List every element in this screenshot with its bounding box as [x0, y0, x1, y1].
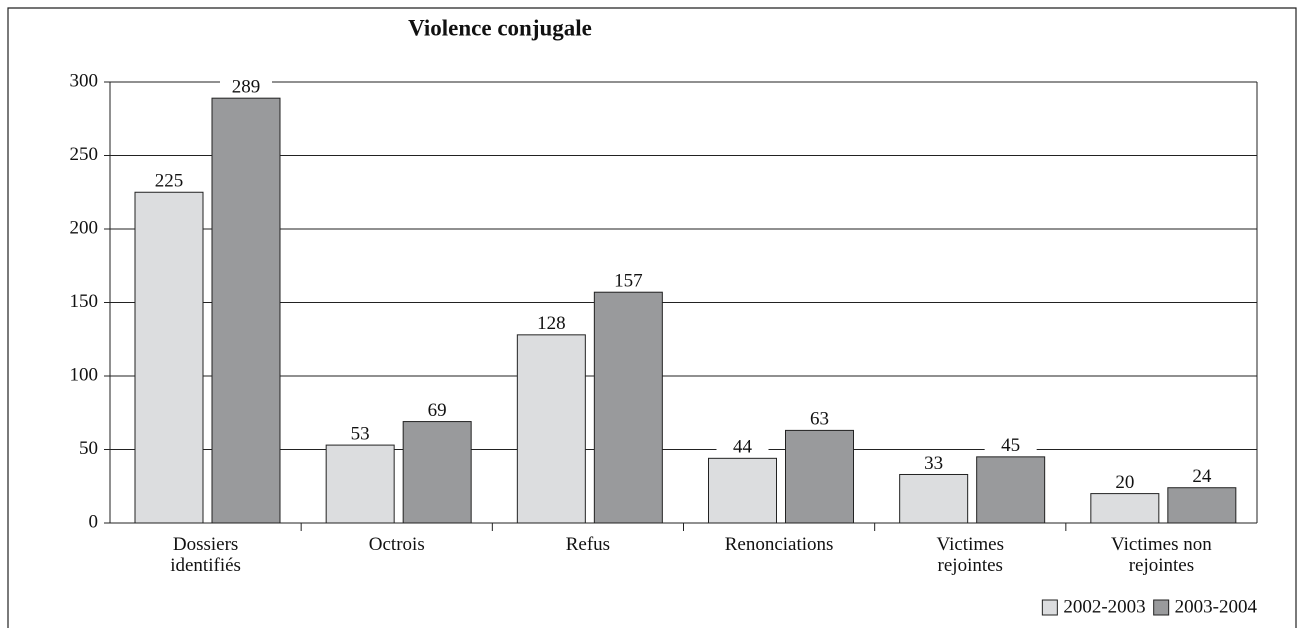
value-label: 33 [924, 453, 943, 474]
legend-swatch [1153, 599, 1170, 616]
legend-swatch [1041, 599, 1058, 616]
x-tick-label: Victimes non rejointes [1111, 534, 1212, 576]
frame [7, 7, 1297, 628]
bar [1090, 493, 1160, 524]
bar [708, 457, 777, 524]
x-tick-label: Octrois [368, 534, 425, 555]
label-bg [220, 79, 272, 97]
bar [1167, 487, 1237, 524]
x-tick-label: Victimes rejointes [936, 534, 1004, 576]
label-bg [334, 426, 387, 444]
value-label: 69 [428, 400, 447, 421]
label-bg [1175, 468, 1228, 486]
label-bg [602, 273, 655, 291]
bar [134, 191, 204, 524]
value-label: 157 [614, 271, 643, 292]
y-tick-label: 0 [89, 511, 99, 532]
value-label: 24 [1192, 466, 1212, 487]
value-label: 225 [155, 171, 184, 192]
bar [976, 456, 1046, 524]
y-tick-label: 300 [70, 70, 99, 91]
legend-label: 2002-2003 [1063, 596, 1145, 617]
bar [593, 291, 663, 524]
bar [402, 421, 472, 524]
x-tick-label: Refus [565, 534, 611, 555]
value-label: 289 [232, 77, 261, 98]
label-bg [984, 437, 1037, 455]
value-label: 20 [1115, 472, 1134, 493]
label-bg [1098, 474, 1151, 492]
label-bg [907, 455, 960, 473]
label-bg [793, 411, 846, 429]
y-tick-label: 150 [70, 291, 99, 312]
label-bg [411, 402, 464, 420]
label-bg [525, 315, 578, 333]
value-label: 45 [1001, 435, 1020, 456]
y-tick-label: 50 [79, 438, 98, 459]
bar [899, 473, 969, 524]
legend-label: 2003-2004 [1175, 596, 1258, 617]
label-bg [716, 439, 769, 457]
value-label: 44 [733, 437, 753, 458]
chart-title: Violence conjugale [408, 15, 592, 40]
bar [516, 334, 586, 524]
label-bg [143, 173, 195, 191]
value-label: 63 [810, 409, 829, 430]
x-tick-label: Dossiers identifiés [170, 534, 241, 576]
value-label: 53 [351, 423, 370, 444]
bar [211, 97, 281, 524]
value-label: 128 [537, 313, 566, 334]
bar [325, 444, 395, 524]
y-tick-label: 200 [70, 217, 99, 238]
bar [785, 429, 854, 524]
x-tick-label: Renonciations [724, 534, 834, 555]
y-tick-label: 250 [70, 144, 99, 165]
y-tick-label: 100 [70, 364, 99, 385]
